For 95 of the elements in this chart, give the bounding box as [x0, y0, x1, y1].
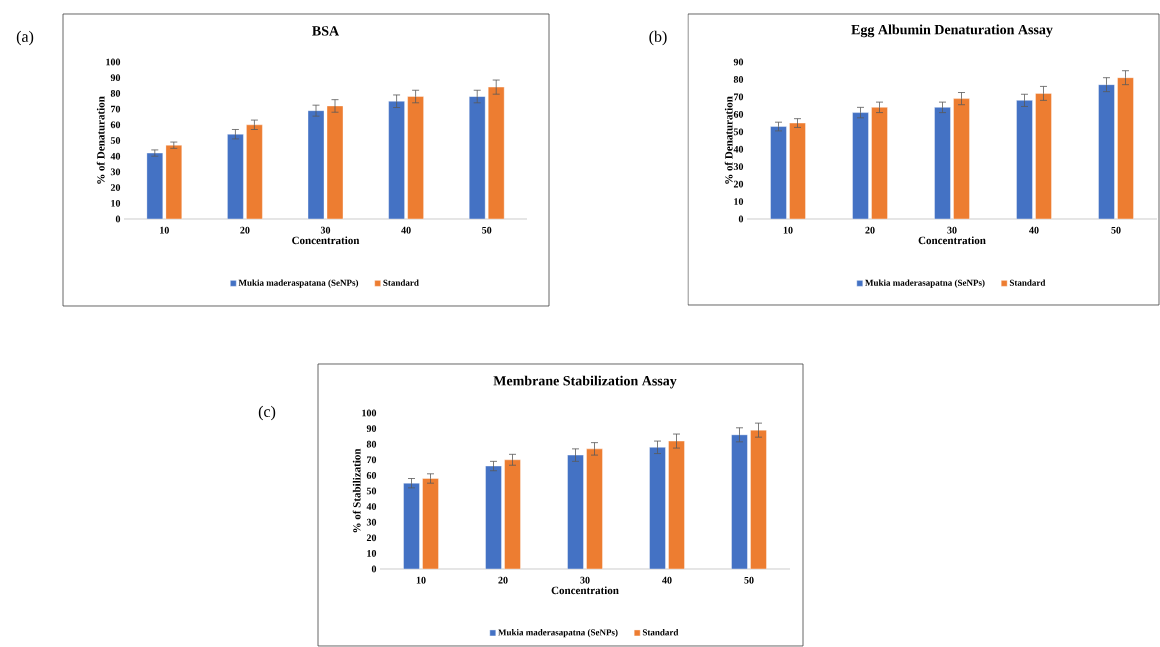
x-axis-title: Concentration [918, 236, 986, 245]
bar [668, 440, 685, 569]
y-tick-label: 20 [110, 184, 121, 191]
x-tick-label: 20 [865, 226, 875, 234]
y-tick-label: 60 [733, 110, 744, 118]
y-tick-label: 30 [110, 168, 121, 176]
bar [227, 134, 244, 219]
legend-label: Mukia maderasapatna (SeNPs) [498, 629, 618, 638]
legend-label: Standard [383, 279, 419, 286]
bar [388, 101, 405, 219]
x-tick-label: 40 [401, 226, 411, 234]
x-tick-label: 40 [1029, 226, 1039, 234]
y-tick-label: 40 [733, 145, 744, 153]
bar [567, 454, 584, 569]
bar [488, 86, 505, 219]
x-tick-label: 10 [160, 226, 169, 234]
x-tick-label: 50 [482, 226, 492, 234]
bar [504, 459, 521, 569]
x-tick-label: 50 [744, 576, 754, 584]
bar [586, 448, 603, 569]
y-axis-title: % of Stabilization [352, 448, 361, 533]
y-tick-label: 80 [733, 76, 744, 83]
bar [422, 478, 439, 569]
x-axis-title: Concentration [292, 236, 360, 245]
bar [649, 447, 666, 569]
legend-label: Standard [642, 629, 679, 636]
legend-label: Mukia maderaspatana (SeNPs) [238, 279, 359, 288]
y-tick-label: 50 [733, 128, 744, 136]
y-tick-label: 100 [362, 409, 377, 417]
y-tick-label: 90 [733, 58, 744, 66]
bar [934, 107, 951, 219]
bar [485, 465, 502, 569]
bar [953, 98, 970, 219]
y-axis-title: % of Denaturation [96, 96, 105, 184]
chart-title: BSA [312, 26, 340, 36]
bar [407, 96, 424, 219]
legend-label: Standard [1009, 279, 1046, 286]
y-tick-label: 40 [110, 152, 121, 160]
text: (a) [16, 30, 34, 46]
y-axis-title: % of Denaturation [724, 96, 733, 184]
bar [469, 96, 486, 219]
bar [750, 429, 767, 569]
bar [1117, 77, 1134, 219]
bar [307, 110, 325, 219]
x-tick-label: 10 [416, 576, 426, 584]
y-tick-label: 0 [371, 565, 377, 573]
bar [1035, 93, 1052, 219]
y-tick-label: 70 [111, 105, 121, 113]
y-tick-label: 50 [110, 137, 121, 144]
y-tick-label: 90 [110, 74, 121, 82]
chart-title: Membrane Stabilization Assay [493, 375, 677, 389]
y-tick-label: 60 [110, 121, 121, 129]
bar [165, 145, 183, 219]
text: (c) [258, 405, 276, 421]
legend-label: Mukia maderasapatna (SeNPs) [865, 279, 985, 288]
x-tick-label: 30 [580, 576, 590, 584]
y-tick-label: 90 [366, 425, 377, 432]
x-tick-label: 40 [662, 576, 672, 584]
y-tick-label: 20 [366, 534, 377, 542]
bar [326, 105, 344, 219]
y-tick-label: 10 [111, 199, 121, 207]
text: (b) [649, 30, 667, 46]
x-tick-label: 50 [1111, 226, 1121, 234]
x-axis-title: Concentration [551, 586, 619, 595]
chart-title: Egg Albumin Denaturation Assay [851, 24, 1053, 38]
y-tick-label: 70 [367, 456, 377, 464]
y-tick-label: 30 [733, 163, 744, 171]
y-tick-label: 10 [734, 198, 744, 205]
y-tick-label: 100 [106, 58, 121, 66]
y-tick-label: 80 [366, 440, 377, 448]
bar [246, 124, 263, 219]
y-tick-label: 20 [733, 180, 744, 188]
bar [770, 126, 787, 219]
bar [146, 152, 164, 219]
y-tick-label: 30 [366, 518, 377, 526]
y-tick-label: 80 [110, 90, 121, 97]
bar [1016, 100, 1033, 219]
y-tick-label: 60 [366, 472, 377, 479]
bar [852, 112, 869, 219]
x-tick-label: 20 [240, 226, 250, 234]
bar [871, 107, 888, 219]
x-tick-label: 10 [783, 226, 793, 234]
y-tick-label: 10 [367, 550, 377, 557]
x-tick-label: 30 [320, 226, 331, 234]
y-tick-label: 70 [734, 93, 744, 101]
bar [789, 122, 806, 219]
y-tick-label: 0 [738, 215, 744, 223]
bar [731, 434, 748, 569]
x-tick-label: 30 [947, 226, 957, 234]
bar [403, 482, 420, 569]
y-tick-label: 0 [115, 215, 121, 223]
y-tick-label: 50 [366, 487, 377, 495]
x-tick-label: 20 [498, 576, 508, 584]
y-tick-label: 40 [366, 503, 377, 510]
bar [1098, 84, 1115, 219]
